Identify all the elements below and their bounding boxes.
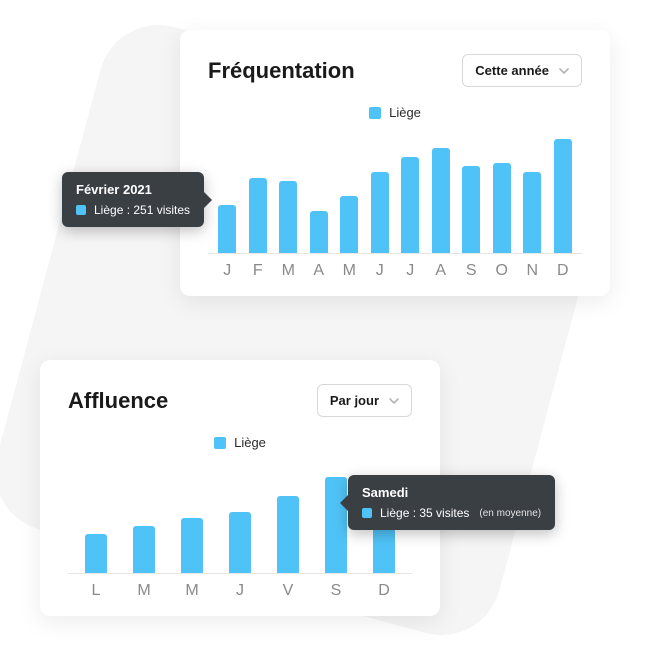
chart-bar[interactable] (371, 172, 389, 253)
frequentation-bars (208, 134, 582, 254)
bar-wrap (120, 526, 168, 573)
frequentation-selector-label: Cette année (475, 63, 549, 78)
frequentation-card: Fréquentation Cette année Liège JFMAMJJA… (180, 30, 610, 296)
tooltip-text: Liège : 251 visites (94, 203, 190, 217)
affluence-selector-label: Par jour (330, 393, 379, 408)
chart-bar[interactable] (493, 163, 511, 253)
frequentation-header: Fréquentation Cette année (208, 54, 582, 87)
chart-bar[interactable] (462, 166, 480, 253)
xaxis-label: M (334, 262, 365, 280)
xaxis-label: J (216, 582, 264, 600)
chart-bar[interactable] (523, 172, 541, 253)
xaxis-label: N (517, 262, 548, 280)
frequentation-xaxis: JFMAMJJASOND (208, 254, 582, 280)
chart-bar[interactable] (401, 157, 419, 253)
tooltip-suffix: (en moyenne) (479, 508, 541, 519)
chart-bar[interactable] (279, 181, 297, 253)
xaxis-label: J (212, 262, 243, 280)
frequentation-chart: JFMAMJJASOND (208, 134, 582, 280)
tooltip-swatch (362, 508, 372, 518)
chevron-down-icon (389, 396, 399, 406)
bar-wrap (365, 172, 396, 253)
bar-wrap (212, 205, 243, 253)
xaxis-label: M (120, 582, 168, 600)
tooltip-title: Février 2021 (76, 182, 190, 197)
affluence-xaxis: LMMJVSD (68, 574, 412, 600)
xaxis-label: D (360, 582, 408, 600)
xaxis-label: J (365, 262, 396, 280)
chart-bar[interactable] (325, 477, 347, 573)
tooltip-swatch (76, 205, 86, 215)
tooltip-text: Liège : 35 visites (380, 506, 469, 520)
affluence-header: Affluence Par jour (68, 384, 412, 417)
affluence-legend: Liège (68, 435, 412, 450)
chart-bar[interactable] (554, 139, 572, 253)
frequentation-legend: Liège (208, 105, 582, 120)
tooltip-title: Samedi (362, 485, 541, 500)
bar-wrap (395, 157, 426, 253)
xaxis-label: V (264, 582, 312, 600)
frequentation-legend-label: Liège (389, 105, 421, 120)
xaxis-label: O (487, 262, 518, 280)
chart-bar[interactable] (85, 534, 107, 573)
bar-wrap (243, 178, 274, 253)
affluence-period-selector[interactable]: Par jour (317, 384, 412, 417)
chart-bar[interactable] (218, 205, 236, 253)
bar-wrap (304, 211, 335, 253)
tooltip-arrow-icon (204, 192, 212, 208)
xaxis-label: M (273, 262, 304, 280)
affluence-legend-label: Liège (234, 435, 266, 450)
frequentation-title: Fréquentation (208, 58, 355, 84)
xaxis-label: M (168, 582, 216, 600)
chart-bar[interactable] (229, 512, 251, 573)
tooltip-row: Liège : 35 visites (en moyenne) (362, 506, 541, 520)
affluence-tooltip: Samedi Liège : 35 visites (en moyenne) (348, 475, 555, 530)
xaxis-label: A (426, 262, 457, 280)
xaxis-label: J (395, 262, 426, 280)
chart-bar[interactable] (133, 526, 155, 573)
tooltip-arrow-icon (340, 495, 348, 511)
xaxis-label: D (548, 262, 579, 280)
bar-wrap (456, 166, 487, 253)
chart-bar[interactable] (340, 196, 358, 253)
tooltip-row: Liège : 251 visites (76, 203, 190, 217)
xaxis-label: L (72, 582, 120, 600)
chart-bar[interactable] (310, 211, 328, 253)
legend-swatch (369, 107, 381, 119)
bar-wrap (273, 181, 304, 253)
bar-wrap (548, 139, 579, 253)
xaxis-label: A (304, 262, 335, 280)
chart-bar[interactable] (181, 518, 203, 573)
chart-bar[interactable] (432, 148, 450, 253)
bar-wrap (216, 512, 264, 573)
bar-wrap (487, 163, 518, 253)
frequentation-period-selector[interactable]: Cette année (462, 54, 582, 87)
xaxis-label: S (312, 582, 360, 600)
chevron-down-icon (559, 66, 569, 76)
xaxis-label: S (456, 262, 487, 280)
bar-wrap (168, 518, 216, 573)
frequentation-tooltip: Février 2021 Liège : 251 visites (62, 172, 204, 227)
bar-wrap (517, 172, 548, 253)
bar-wrap (426, 148, 457, 253)
affluence-title: Affluence (68, 388, 168, 414)
legend-swatch (214, 437, 226, 449)
chart-bar[interactable] (277, 496, 299, 573)
bar-wrap (72, 534, 120, 573)
bar-wrap (334, 196, 365, 253)
chart-bar[interactable] (249, 178, 267, 253)
bar-wrap (264, 496, 312, 573)
xaxis-label: F (243, 262, 274, 280)
